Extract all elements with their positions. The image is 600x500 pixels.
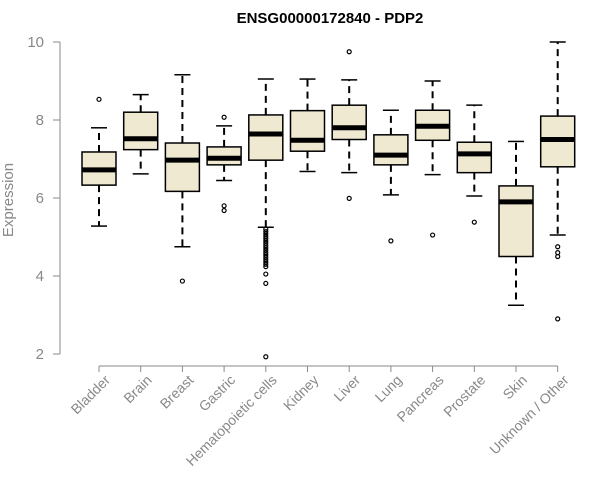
outlier-point [263, 231, 269, 237]
box-lung [373, 109, 409, 244]
outlier-point [221, 114, 227, 120]
iqr-box [248, 114, 284, 161]
outlier-point [263, 264, 269, 270]
outlier-point [263, 247, 269, 253]
y-axis-label: Expression [0, 163, 17, 237]
box-liver [331, 49, 367, 201]
x-tick-label-skin: Skin [499, 372, 530, 403]
x-tick-label-lung: Lung [372, 372, 405, 405]
box-kidney [289, 78, 326, 173]
y-tick-label-6: 6 [36, 190, 44, 207]
outlier-point [263, 240, 269, 246]
outlier-point [263, 242, 269, 249]
x-tick-label-bladder: Bladder [68, 372, 114, 418]
box-brain [122, 93, 159, 175]
x-tick-label-liver: Liver [330, 372, 363, 405]
outlier-point [263, 250, 269, 256]
outlier-point [263, 271, 269, 277]
iqr-box [498, 185, 534, 258]
y-tick-label-2: 2 [36, 346, 44, 363]
box-gastric [206, 114, 242, 214]
iqr-box [456, 141, 493, 174]
chart-title: ENSG00000172840 - PDP2 [237, 10, 424, 27]
iqr-box [164, 142, 201, 193]
outlier-point [430, 232, 436, 238]
outlier-point [263, 261, 269, 267]
box-unknown-other [539, 41, 576, 322]
outlier-point [263, 233, 269, 239]
box-pancreas [414, 80, 451, 238]
outlier-point [555, 316, 561, 322]
box-skin [498, 140, 534, 306]
x-tick-label-kidney: Kidney [280, 372, 322, 414]
y-tick-label-8: 8 [36, 112, 44, 129]
outlier-point [179, 278, 185, 284]
y-tick-label-4: 4 [36, 268, 44, 285]
outlier-point [263, 252, 269, 258]
outlier-point [346, 195, 352, 201]
outlier-point [263, 257, 269, 263]
iqr-box [289, 109, 326, 152]
plot-area [81, 41, 576, 360]
outlier-point [263, 259, 269, 265]
box-breast [164, 74, 201, 284]
outlier-point [263, 354, 269, 360]
box-prostate [456, 104, 493, 225]
outlier-point [263, 238, 269, 244]
outlier-point [96, 96, 102, 102]
y-tick-label-10: 10 [27, 34, 44, 51]
box-hematopoietic-cells [248, 78, 284, 360]
outlier-point [263, 235, 269, 242]
iqr-box [331, 104, 367, 141]
outlier-point [263, 254, 269, 260]
outlier-point [263, 226, 269, 232]
outlier-point [263, 245, 269, 251]
outlier-point [346, 49, 352, 55]
iqr-box [122, 111, 159, 151]
outlier-point [555, 244, 561, 250]
outlier-point [471, 219, 477, 225]
iqr-box [373, 134, 409, 166]
y-axis: 2 4 6 8 10 [27, 34, 61, 363]
outlier-point [263, 228, 269, 235]
x-tick-label-brain: Brain [120, 372, 154, 406]
x-tick-label-breast: Breast [157, 372, 197, 412]
outlier-point [388, 238, 394, 244]
outlier-point [221, 203, 227, 209]
outlier-point [555, 253, 561, 260]
x-tick-label-unknown-other: Unknown / Other [486, 372, 572, 458]
box-bladder [81, 96, 117, 227]
outlier-point [263, 280, 269, 287]
outlier-point [221, 207, 227, 214]
x-tick-label-prostate: Prostate [440, 372, 488, 420]
